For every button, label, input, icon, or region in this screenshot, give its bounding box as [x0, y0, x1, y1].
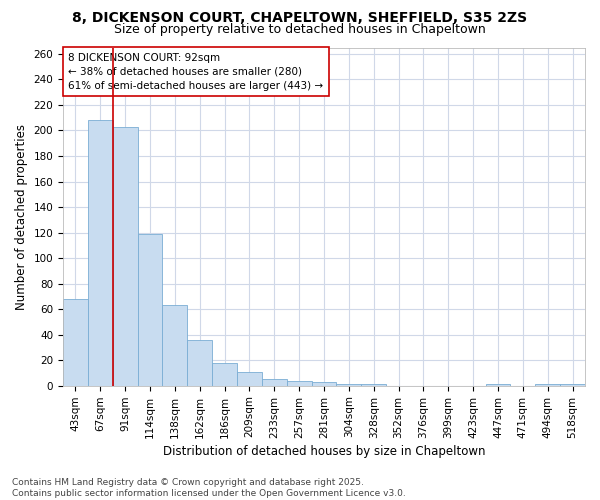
- Text: Size of property relative to detached houses in Chapeltown: Size of property relative to detached ho…: [114, 22, 486, 36]
- Text: 8 DICKENSON COURT: 92sqm
← 38% of detached houses are smaller (280)
61% of semi-: 8 DICKENSON COURT: 92sqm ← 38% of detach…: [68, 52, 323, 90]
- Bar: [212, 362, 237, 386]
- Text: Contains HM Land Registry data © Crown copyright and database right 2025.
Contai: Contains HM Land Registry data © Crown c…: [12, 478, 406, 498]
- Bar: [311, 382, 337, 386]
- Bar: [287, 380, 311, 386]
- Bar: [485, 384, 511, 386]
- Text: 8, DICKENSON COURT, CHAPELTOWN, SHEFFIELD, S35 2ZS: 8, DICKENSON COURT, CHAPELTOWN, SHEFFIEL…: [73, 11, 527, 25]
- Bar: [187, 340, 212, 386]
- Bar: [163, 306, 187, 386]
- Bar: [535, 384, 560, 386]
- Bar: [361, 384, 386, 386]
- X-axis label: Distribution of detached houses by size in Chapeltown: Distribution of detached houses by size …: [163, 444, 485, 458]
- Bar: [63, 299, 88, 386]
- Bar: [137, 234, 163, 386]
- Bar: [560, 384, 585, 386]
- Bar: [262, 380, 287, 386]
- Y-axis label: Number of detached properties: Number of detached properties: [15, 124, 28, 310]
- Bar: [113, 126, 137, 386]
- Bar: [88, 120, 113, 386]
- Bar: [337, 384, 361, 386]
- Bar: [237, 372, 262, 386]
